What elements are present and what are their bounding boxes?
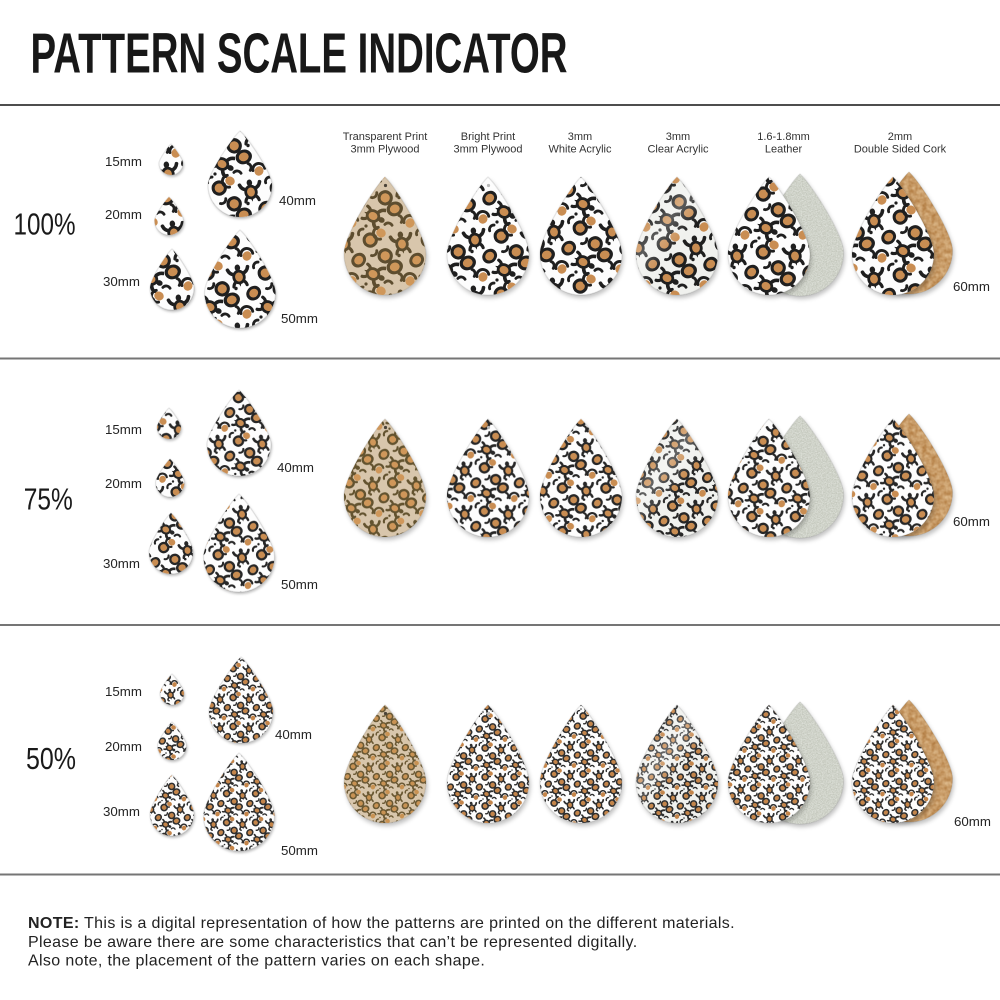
svg-text:PATTERN SCALE INDICATOR: PATTERN SCALE INDICATOR [31, 22, 568, 86]
svg-text:30mm: 30mm [103, 556, 140, 571]
svg-text:30mm: 30mm [103, 804, 140, 819]
svg-text:40mm: 40mm [277, 460, 314, 475]
svg-text:20mm: 20mm [105, 207, 142, 222]
svg-text:Also note, the placement of th: Also note, the placement of the pattern … [28, 953, 485, 970]
svg-text:1.6-1.8mm: 1.6-1.8mm [757, 131, 810, 143]
svg-text:3mm: 3mm [666, 131, 690, 143]
svg-text:NOTE: This is a digital repres: NOTE: This is a digital representation o… [28, 915, 735, 932]
svg-text:3mm Plywood: 3mm Plywood [350, 144, 419, 156]
svg-text:3mm Plywood: 3mm Plywood [453, 144, 522, 156]
svg-text:2mm: 2mm [888, 131, 912, 143]
svg-text:40mm: 40mm [275, 727, 312, 742]
svg-text:Bright Print: Bright Print [461, 131, 515, 143]
svg-text:15mm: 15mm [105, 684, 142, 699]
svg-text:20mm: 20mm [105, 476, 142, 491]
svg-text:15mm: 15mm [105, 422, 142, 437]
svg-text:30mm: 30mm [103, 274, 140, 289]
svg-text:15mm: 15mm [105, 154, 142, 169]
svg-text:Clear Acrylic: Clear Acrylic [647, 144, 709, 156]
svg-text:40mm: 40mm [279, 193, 316, 208]
svg-text:Leather: Leather [765, 144, 803, 156]
svg-text:Transparent Print: Transparent Print [343, 131, 428, 143]
svg-text:50%: 50% [26, 741, 76, 776]
svg-text:50mm: 50mm [281, 843, 318, 858]
svg-text:60mm: 60mm [954, 814, 991, 829]
svg-text:75%: 75% [24, 482, 73, 517]
svg-text:100%: 100% [14, 207, 76, 242]
svg-text:Double Sided Cork: Double Sided Cork [854, 144, 947, 156]
svg-text:60mm: 60mm [953, 514, 990, 529]
svg-text:White Acrylic: White Acrylic [549, 144, 612, 156]
svg-text:50mm: 50mm [281, 577, 318, 592]
svg-text:60mm: 60mm [953, 279, 990, 294]
svg-text:50mm: 50mm [281, 311, 318, 326]
svg-text:3mm: 3mm [568, 131, 592, 143]
svg-text:20mm: 20mm [105, 739, 142, 754]
svg-text:Please be aware there are some: Please be aware there are some character… [28, 934, 638, 951]
